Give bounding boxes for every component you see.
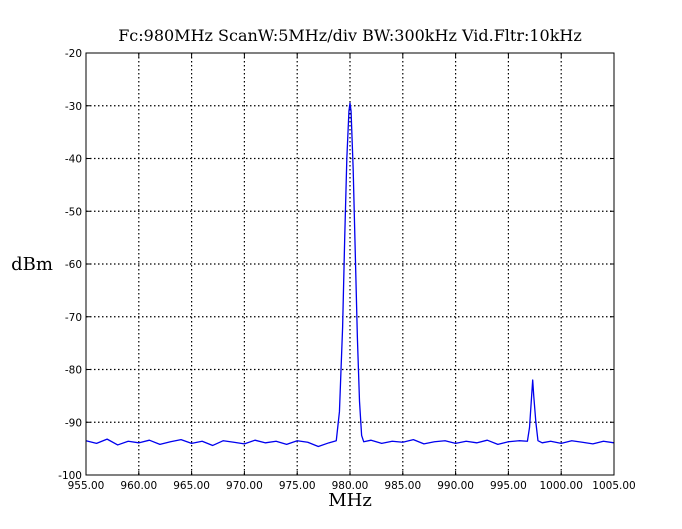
grid bbox=[86, 53, 614, 475]
spectrum-trace bbox=[85, 102, 615, 448]
y-tick-label: -70 bbox=[65, 312, 82, 324]
x-tick-label: 965.00 bbox=[173, 480, 210, 492]
y-tick-label: -30 bbox=[65, 101, 82, 113]
y-tick-label: -90 bbox=[65, 417, 82, 429]
x-tick-label: 970.00 bbox=[226, 480, 263, 492]
x-tick-label: 1005.00 bbox=[592, 480, 635, 492]
x-tick-label: 985.00 bbox=[384, 480, 421, 492]
x-tick-label: 990.00 bbox=[437, 480, 474, 492]
x-tick-label: 975.00 bbox=[279, 480, 316, 492]
x-tick-label: 955.00 bbox=[68, 480, 105, 492]
axes: 955.00 960.00 965.00 970.00 975.00 980.00 985.… bbox=[58, 48, 636, 492]
chart-title: Fc:980MHz ScanW:5MHz/div BW:300kHz Vid.F… bbox=[118, 26, 582, 45]
x-tick-label: 1000.00 bbox=[539, 480, 582, 492]
plot-frame bbox=[85, 52, 615, 476]
x-axis-label: MHz bbox=[328, 490, 372, 511]
x-tick-label: 995.00 bbox=[490, 480, 527, 492]
x-tick-label: 960.00 bbox=[120, 480, 157, 492]
y-tick-label: -40 bbox=[65, 154, 82, 166]
y-tick-label: -50 bbox=[65, 206, 82, 218]
y-tick-label: -60 bbox=[65, 259, 82, 271]
y-axis-label: dBm bbox=[11, 254, 53, 275]
series-line bbox=[85, 102, 615, 448]
x-tick-label: 980.00 bbox=[332, 480, 369, 492]
y-tick-label: -100 bbox=[58, 470, 82, 482]
y-tick-label: -80 bbox=[65, 365, 82, 377]
y-tick-label: -20 bbox=[65, 48, 82, 60]
